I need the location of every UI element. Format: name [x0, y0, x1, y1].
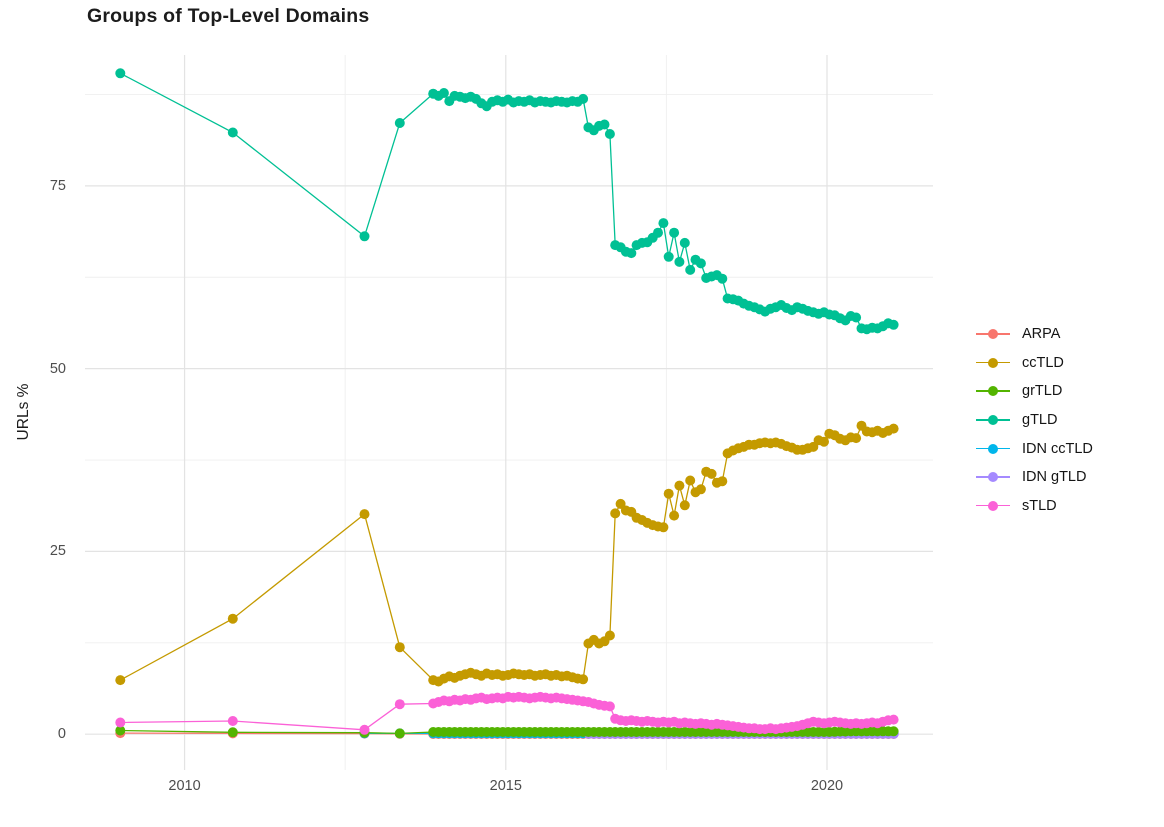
- data-point: [604, 630, 615, 641]
- legend-key-icon: [976, 443, 1010, 455]
- data-point: [888, 714, 899, 725]
- data-point: [227, 727, 238, 738]
- data-point: [359, 509, 370, 520]
- data-point: [706, 468, 717, 479]
- data-point: [663, 488, 674, 499]
- legend-key-dot: [988, 443, 998, 454]
- data-point: [610, 508, 621, 519]
- data-point: [658, 522, 669, 533]
- chart-title: Groups of Top-Level Domains: [87, 5, 370, 27]
- data-point: [626, 248, 637, 259]
- data-point: [717, 273, 728, 284]
- legend-label: grTLD: [1022, 383, 1063, 400]
- data-point: [227, 613, 238, 624]
- legend-key-dot: [988, 329, 998, 340]
- data-point: [578, 674, 589, 685]
- data-point: [115, 725, 126, 736]
- data-point: [115, 717, 126, 728]
- data-point: [888, 423, 899, 434]
- data-point: [669, 510, 680, 521]
- x-tick-label: 2015: [489, 778, 522, 794]
- data-point: [674, 256, 685, 267]
- data-point: [438, 88, 449, 98]
- data-point: [888, 319, 899, 330]
- data-point: [674, 480, 685, 491]
- legend-key-icon: [976, 500, 1010, 512]
- legend-key-dot: [988, 386, 998, 397]
- data-point: [819, 436, 829, 447]
- data-point: [851, 312, 862, 323]
- data-point: [695, 484, 706, 495]
- data-point: [115, 68, 126, 79]
- legend-label: IDN ccTLD: [1022, 440, 1093, 457]
- legend-key-icon: [976, 471, 1010, 483]
- legend-key-icon: [976, 357, 1010, 369]
- data-point: [653, 227, 663, 238]
- legend-key-dot: [988, 500, 998, 511]
- data-point: [604, 129, 615, 139]
- data-point: [227, 127, 238, 138]
- data-point: [394, 699, 405, 710]
- series-points-cctld: [115, 420, 899, 687]
- x-tick-label: 2020: [810, 778, 844, 794]
- y-tick-label: 75: [49, 177, 66, 194]
- series-points-grtld: [115, 725, 899, 739]
- data-point: [663, 251, 674, 262]
- legend-label: gTLD: [1022, 412, 1058, 429]
- legend-item-gtld: gTLD: [976, 406, 1093, 435]
- data-point: [685, 264, 696, 275]
- data-point: [888, 726, 899, 737]
- legend-item-arpa: ARPA: [976, 320, 1093, 349]
- data-point: [679, 500, 690, 511]
- series-line-gtld: [119, 72, 894, 330]
- data-point: [227, 716, 238, 726]
- x-tick-label: 2010: [168, 778, 201, 794]
- legend-key-dot: [988, 357, 998, 368]
- legend-key-icon: [976, 328, 1010, 340]
- legend-item-stld: sTLD: [976, 492, 1093, 521]
- data-point: [685, 475, 696, 486]
- legend-item-idn-cctld: IDN ccTLD: [976, 434, 1093, 463]
- series-points-stld: [115, 691, 899, 735]
- data-point: [394, 642, 405, 653]
- y-tick-label: 25: [49, 543, 66, 560]
- legend-key-dot: [988, 472, 998, 483]
- legend-label: ARPA: [1022, 326, 1061, 343]
- data-point: [695, 258, 706, 269]
- legend-item-cctld: ccTLD: [976, 349, 1093, 378]
- legend: ARPA ccTLD grTLD gTLD IDN ccTLD IDN gTLD sTLD: [976, 320, 1093, 520]
- y-tick-label: 0: [57, 726, 66, 743]
- data-point: [394, 118, 405, 128]
- legend-label: IDN gTLD: [1022, 469, 1087, 486]
- data-point: [717, 476, 728, 487]
- legend-label: sTLD: [1022, 497, 1057, 514]
- data-point: [578, 93, 589, 104]
- legend-key-icon: [976, 385, 1010, 397]
- data-point: [359, 724, 370, 735]
- data-point: [359, 231, 370, 242]
- legend-key-dot: [988, 415, 998, 426]
- data-point: [394, 728, 405, 739]
- data-point: [604, 701, 615, 712]
- legend-label: ccTLD: [1022, 354, 1064, 371]
- data-point: [851, 433, 862, 444]
- series-points-gtld: [115, 68, 899, 335]
- data-point: [658, 218, 669, 229]
- data-point: [669, 227, 680, 238]
- data-point: [599, 119, 610, 130]
- data-point: [115, 675, 126, 686]
- legend-item-idn-gtld: IDN gTLD: [976, 463, 1093, 492]
- y-tick-label: 50: [49, 360, 66, 377]
- legend-key-icon: [976, 414, 1010, 426]
- data-point: [679, 237, 690, 248]
- legend-item-grtld: grTLD: [976, 377, 1093, 406]
